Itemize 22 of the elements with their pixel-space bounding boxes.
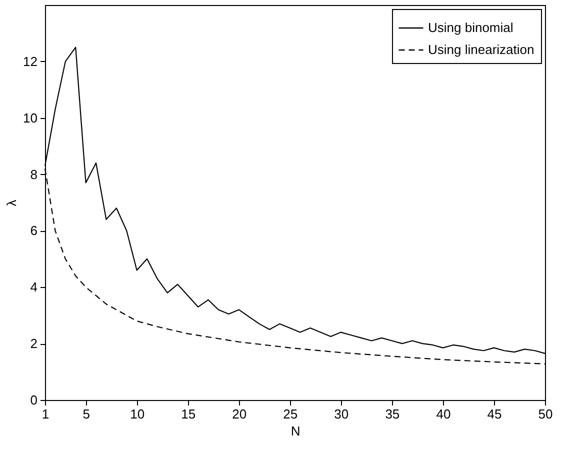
y-tick-label: 2 — [30, 336, 38, 352]
x-tick-label: 50 — [538, 406, 553, 422]
x-tick-label: 45 — [487, 406, 502, 422]
y-tick-label: 10 — [23, 110, 38, 126]
x-tick-label: 40 — [436, 406, 451, 422]
legend-label: Using linearization — [428, 42, 534, 57]
x-tick-label: 25 — [283, 406, 298, 422]
y-tick-label: 6 — [30, 223, 38, 238]
legend-label: Using binomial — [428, 20, 514, 35]
x-tick-label: 10 — [130, 406, 145, 422]
x-tick-label: 15 — [181, 406, 196, 422]
y-axis-title: λ — [4, 199, 20, 206]
x-tick-label: 5 — [82, 406, 90, 422]
x-tick-label: 30 — [334, 406, 349, 422]
x-tick-label: 1 — [42, 406, 50, 422]
y-tick-label: 0 — [30, 392, 38, 408]
y-tick-label: 4 — [30, 280, 38, 295]
x-tick-label: 35 — [385, 406, 400, 422]
x-axis-title: N — [290, 424, 300, 438]
y-tick-label: 8 — [30, 166, 38, 182]
y-tick-label: 12 — [23, 54, 38, 69]
x-tick-label: 20 — [232, 406, 247, 422]
